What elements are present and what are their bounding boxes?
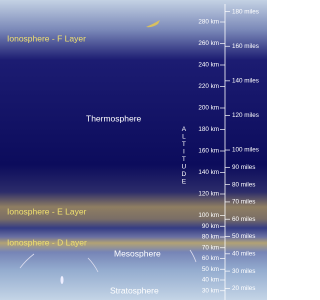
km-label: 280 km — [198, 19, 219, 26]
miles-label: 100 miles — [232, 147, 259, 154]
miles-label: 20 miles — [232, 285, 255, 292]
km-label: 220 km — [198, 83, 219, 90]
layer-label: Ionosphere - E Layer — [7, 206, 87, 216]
miles-label: 140 miles — [232, 78, 259, 85]
km-label: 50 km — [202, 266, 219, 273]
km-label: 30 km — [202, 287, 219, 294]
miles-label: 80 miles — [232, 181, 255, 188]
km-label: 180 km — [198, 126, 219, 133]
miles-label: 50 miles — [232, 233, 255, 240]
miles-label: 30 miles — [232, 268, 255, 275]
km-label: 40 km — [202, 277, 219, 284]
layer-label: Stratosphere — [110, 285, 159, 295]
km-label: 60 km — [202, 255, 219, 262]
miles-label: 160 miles — [232, 43, 259, 50]
km-label: 140 km — [198, 169, 219, 176]
km-label: 90 km — [202, 223, 219, 230]
layer-label: Thermosphere — [86, 113, 142, 123]
layer-label: Ionosphere - D Layer — [7, 237, 87, 247]
km-label: 260 km — [198, 40, 219, 47]
atmosphere: Ionosphere - F Layer Thermosphere Ionosp… — [0, 0, 267, 300]
miles-label: 60 miles — [232, 216, 255, 223]
layer-label: Ionosphere - F Layer — [7, 33, 86, 43]
km-label: 240 km — [198, 62, 219, 69]
km-label: 80 km — [202, 234, 219, 241]
miles-label: 120 miles — [232, 112, 259, 119]
miles-label: 90 miles — [232, 164, 255, 171]
km-label: 120 km — [198, 191, 219, 198]
meteor — [61, 276, 64, 284]
km-label: 200 km — [198, 105, 219, 112]
layer-label: Mesosphere — [114, 248, 161, 258]
axis-title: ALTITUDE — [180, 126, 187, 186]
km-label: 160 km — [198, 148, 219, 155]
miles-label: 180 miles — [232, 8, 259, 15]
miles-label: 70 miles — [232, 199, 255, 206]
km-label: 70 km — [202, 244, 219, 251]
miles-label: 40 miles — [232, 250, 255, 257]
km-label: 100 km — [198, 212, 219, 219]
diagram: Ionosphere - F Layer Thermosphere Ionosp… — [0, 0, 267, 300]
